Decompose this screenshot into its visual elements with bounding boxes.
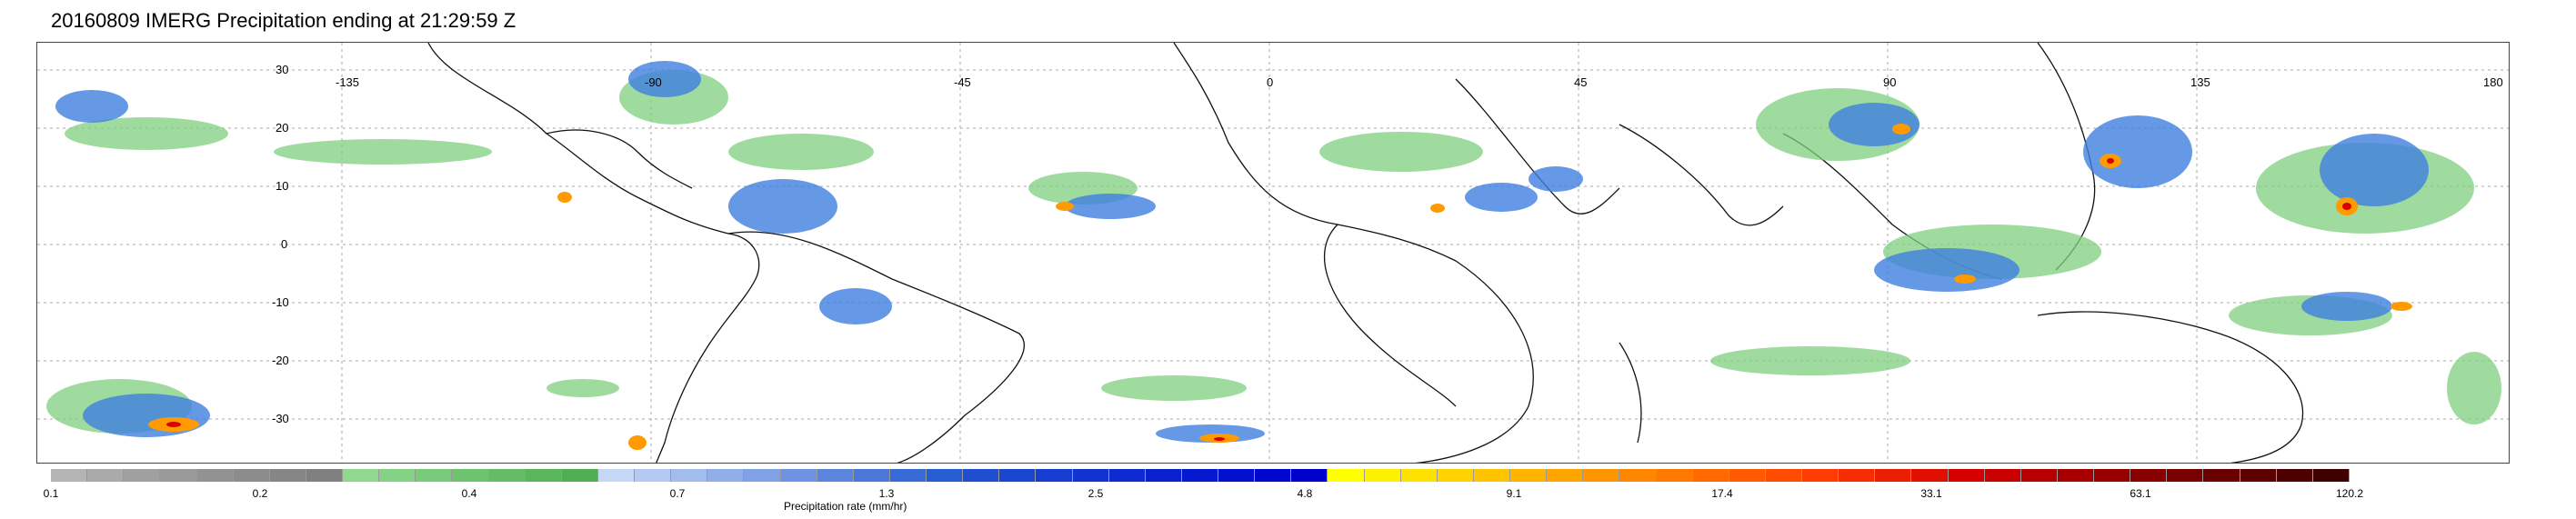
colorbar-swatch — [2312, 469, 2350, 482]
colorbar-swatch — [1656, 469, 1693, 482]
colorbar-swatch — [853, 469, 890, 482]
colorbar-swatch — [2203, 469, 2240, 482]
colorbar-swatch — [1145, 469, 1182, 482]
colorbar-swatch — [488, 469, 526, 482]
lat-label-minus10: -10 — [272, 295, 289, 309]
colorbar-swatch — [1510, 469, 1548, 482]
colorbar-swatch — [1473, 469, 1510, 482]
colorbar-swatch — [1218, 469, 1256, 482]
colorbar-swatch — [1948, 469, 1985, 482]
lon-label-45: 45 — [1574, 75, 1588, 89]
colorbar-swatch — [927, 469, 964, 482]
lon-label-180: 180 — [2483, 75, 2503, 89]
colorbar-swatch — [1328, 469, 1365, 482]
colorbar-swatch — [269, 469, 306, 482]
lat-label-30: 30 — [276, 63, 289, 76]
colorbar-swatch — [671, 469, 708, 482]
lat-label-20: 20 — [276, 121, 289, 135]
lon-label-minus135: -135 — [336, 75, 360, 89]
precipitation-map[interactable]: 30 20 10 0 -10 -20 -30 -135 -90 -45 0 45… — [36, 42, 2510, 464]
colorbar-swatch — [1255, 469, 1292, 482]
colorbar-swatch — [635, 469, 672, 482]
colorbar-swatch — [1108, 469, 1146, 482]
colorbar-swatch — [233, 469, 270, 482]
colorbar-swatch — [963, 469, 1000, 482]
lat-label-minus20: -20 — [272, 354, 289, 367]
colorbar-swatch — [1875, 469, 1912, 482]
colorbar-swatch — [1036, 469, 1073, 482]
graticule — [37, 43, 2509, 463]
colorbar-swatch — [597, 469, 635, 482]
colorbar-swatch — [1984, 469, 2021, 482]
colorbar-swatch — [1729, 469, 1766, 482]
colorbar-tick: 0.4 — [461, 487, 477, 500]
lon-label-minus90: -90 — [645, 75, 662, 89]
colorbar-tick: 120.2 — [2335, 487, 2364, 500]
colorbar-swatch — [2276, 469, 2313, 482]
lon-label-90: 90 — [1883, 75, 1897, 89]
colorbar-tick: 0.7 — [669, 487, 686, 500]
colorbar-swatch — [1400, 469, 1438, 482]
colorbar-label: Precipitation rate (mm/hr) — [784, 500, 907, 513]
colorbar-swatch — [1692, 469, 1729, 482]
colorbar-tick: 4.8 — [1297, 487, 1313, 500]
colorbar-swatch — [1911, 469, 1949, 482]
colorbar-tick: 9.1 — [1506, 487, 1522, 500]
colorbar-tick: 2.5 — [1088, 487, 1104, 500]
colorbar-swatch — [1802, 469, 1839, 482]
colorbar-swatch — [999, 469, 1037, 482]
colorbar-swatch — [1583, 469, 1620, 482]
lat-label-10: 10 — [276, 179, 289, 193]
colorbar-swatch — [2020, 469, 2058, 482]
colorbar-swatch — [1364, 469, 1401, 482]
colorbar-swatch — [707, 469, 745, 482]
colorbar-swatch — [889, 469, 927, 482]
colorbar-swatch — [1839, 469, 1876, 482]
colorbar-swatch — [817, 469, 854, 482]
colorbar-tick: 1.3 — [878, 487, 895, 500]
precipitation-field — [46, 61, 2501, 450]
colorbar-swatch — [2240, 469, 2277, 482]
colorbar-swatch — [343, 469, 380, 482]
lat-label-minus30: -30 — [272, 412, 289, 425]
colorbar-swatch — [416, 469, 453, 482]
colorbar-swatch — [1072, 469, 1109, 482]
colorbar-tick: 33.1 — [1920, 487, 1942, 500]
colorbar-swatch — [1765, 469, 1802, 482]
colorbar-swatch — [452, 469, 489, 482]
colorbar-swatch — [196, 469, 234, 482]
lon-label-minus45: -45 — [954, 75, 971, 89]
colorbar-swatch — [1619, 469, 1657, 482]
colorbar-tick: 63.1 — [2130, 487, 2151, 500]
colorbar-swatch — [561, 469, 598, 482]
colorbar-swatch — [1547, 469, 1584, 482]
colorbar-swatch — [2130, 469, 2168, 482]
lat-label-0: 0 — [281, 237, 288, 251]
colorbar-swatch — [379, 469, 416, 482]
colorbar-tick: 0.2 — [252, 487, 268, 500]
lon-label-135: 135 — [2190, 75, 2210, 89]
colorbar-swatch — [51, 469, 88, 482]
colorbar-swatch — [2167, 469, 2204, 482]
colorbar-tick: 17.4 — [1711, 487, 1733, 500]
colorbar-swatch — [124, 469, 161, 482]
colorbar-tick: 0.1 — [43, 487, 59, 500]
colorbar-swatch — [1291, 469, 1328, 482]
colorbar-swatch — [1181, 469, 1218, 482]
colorbar-swatch — [2057, 469, 2094, 482]
colorbar-swatch — [1437, 469, 1474, 482]
colorbar-swatch — [780, 469, 817, 482]
colorbar-swatch — [744, 469, 781, 482]
colorbar-swatch — [160, 469, 197, 482]
colorbar-swatch — [306, 469, 343, 482]
colorbar — [51, 469, 2350, 482]
colorbar-swatch — [2094, 469, 2131, 482]
colorbar-swatch — [87, 469, 125, 482]
colorbar-swatch — [525, 469, 562, 482]
map-title: 20160809 IMERG Precipitation ending at 2… — [51, 9, 516, 32]
map-canvas — [37, 43, 2509, 463]
lon-label-0: 0 — [1267, 75, 1274, 89]
